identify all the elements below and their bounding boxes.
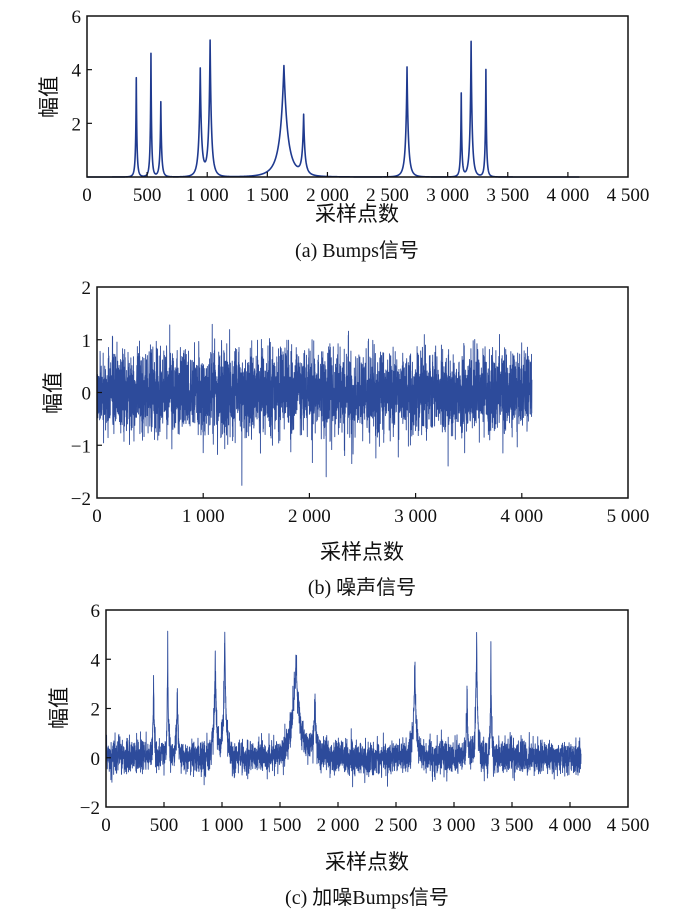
y-tick-label: −2 — [71, 489, 91, 510]
x-tick-label: 0 — [101, 815, 111, 836]
x-tick-label: 2 000 — [288, 506, 331, 527]
x-tick-label: 0 — [92, 506, 102, 527]
y-tick-label: −2 — [80, 798, 100, 819]
x-tick-label: 4 500 — [607, 185, 650, 206]
y-tick-label: 2 — [72, 114, 82, 135]
y-tick-label: 0 — [82, 384, 92, 405]
x-tick-label: 1 000 — [201, 815, 244, 836]
x-tick-label: 2 000 — [306, 185, 349, 206]
y-axis-label: 幅值 — [41, 372, 65, 414]
series-line — [105, 630, 582, 788]
y-tick-label: 2 — [82, 278, 92, 299]
x-axis-label: 采样点数 — [315, 202, 399, 226]
x-tick-label: 500 — [150, 815, 179, 836]
series-line — [86, 39, 580, 178]
x-tick-label: 500 — [133, 185, 162, 206]
x-tick-label: 1 000 — [182, 506, 225, 527]
x-tick-label: 3 500 — [486, 185, 529, 206]
y-tick-label: 6 — [72, 7, 82, 28]
x-tick-label: 2 500 — [366, 185, 409, 206]
x-tick-label: 3 500 — [491, 815, 534, 836]
x-tick-label: 1 500 — [246, 185, 289, 206]
x-tick-label: 2 500 — [375, 815, 418, 836]
x-tick-label: 4 500 — [607, 815, 650, 836]
x-axis-label: 采样点数 — [320, 540, 404, 564]
x-tick-label: 1 000 — [186, 185, 229, 206]
chart-b-noise-signal: 采样点数 (b) 噪声信号 幅值 0 1 000 2 000 3 000 4 000 5 … — [41, 278, 649, 599]
chart-a-bumps-signal: 采样点数 (a) Bumps信号 幅值 0 500 1 000 1 500 2 000 2… — [37, 7, 649, 262]
series-line — [96, 323, 533, 486]
chart-caption: (b) 噪声信号 — [308, 576, 416, 599]
plot-frame — [86, 15, 629, 178]
y-tick-label: 4 — [91, 650, 101, 671]
chart-caption: (a) Bumps信号 — [295, 239, 419, 262]
y-tick-label: 6 — [91, 601, 101, 622]
x-tick-label: 0 — [82, 185, 92, 206]
x-tick-label: 4 000 — [547, 185, 590, 206]
chart-caption: (c) 加噪Bumps信号 — [285, 886, 449, 909]
x-tick-label: 1 500 — [259, 815, 302, 836]
y-tick-label: 4 — [72, 61, 82, 82]
y-axis-label: 幅值 — [47, 687, 71, 729]
chart-c-noisy-bumps-signal: 采样点数 (c) 加噪Bumps信号 幅值 0 500 1 000 1 500 2 00… — [47, 601, 649, 909]
x-tick-label: 4 000 — [500, 506, 543, 527]
y-axis-label: 幅值 — [37, 76, 61, 118]
y-tick-label: 2 — [91, 700, 101, 721]
x-tick-label: 3 000 — [394, 506, 437, 527]
x-tick-label: 2 000 — [317, 815, 360, 836]
x-tick-label: 4 000 — [549, 815, 592, 836]
y-tick-label: 1 — [82, 331, 92, 352]
y-tick-label: 0 — [91, 749, 101, 770]
plot-frame — [105, 609, 629, 808]
y-tick-label: −1 — [71, 436, 91, 457]
x-axis-label: 采样点数 — [325, 850, 409, 874]
x-tick-label: 3 000 — [433, 815, 476, 836]
x-tick-label: 5 000 — [607, 506, 650, 527]
x-tick-label: 3 000 — [426, 185, 469, 206]
